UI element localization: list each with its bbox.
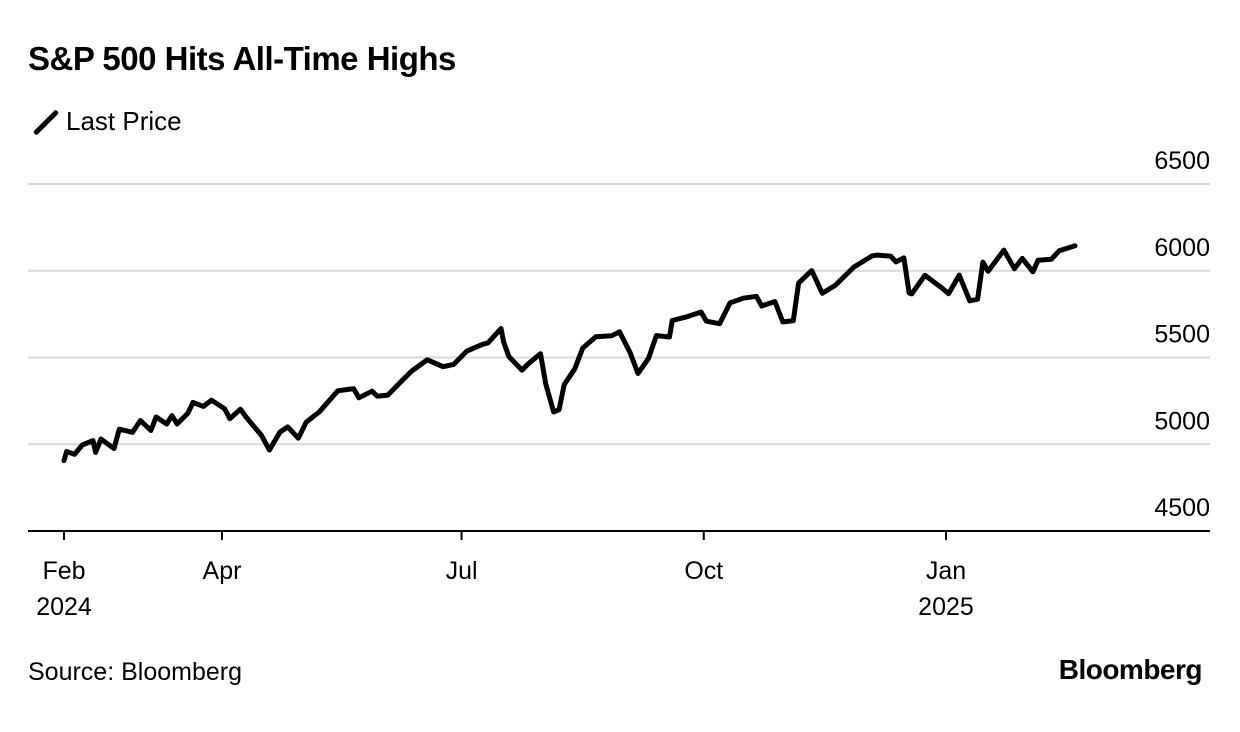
y-tick-label: 5500 [1154, 321, 1210, 349]
legend-label: Last Price [66, 106, 182, 136]
x-axis: Feb 2024 Apr Jul Oct Jan 2025 [28, 530, 1210, 621]
x-tick-year-label: 2024 [36, 593, 92, 621]
chart-title: S&P 500 Hits All-Time Highs [28, 40, 456, 77]
x-tick-label: Feb [42, 557, 85, 585]
x-tick-label: Jan [926, 557, 966, 585]
x-tick-year-label: 2025 [918, 593, 974, 621]
source-note: Source: Bloomberg [28, 658, 243, 686]
bloomberg-logo: Bloomberg [1058, 654, 1203, 685]
y-tick-label: 6000 [1154, 234, 1210, 262]
y-axis-ticks: 4500 5000 5500 6000 6500 [1154, 147, 1210, 522]
y-tick-label: 5000 [1154, 407, 1210, 435]
legend: Last Price [30, 106, 182, 137]
x-tick-label: Apr [203, 557, 242, 585]
y-tick-label: 6500 [1154, 147, 1210, 175]
series [61, 243, 1078, 464]
series-line-last-price [61, 243, 1078, 464]
y-tick-label: 4500 [1154, 494, 1210, 522]
x-tick-label: Oct [684, 557, 723, 585]
x-tick-label: Jul [446, 557, 478, 585]
